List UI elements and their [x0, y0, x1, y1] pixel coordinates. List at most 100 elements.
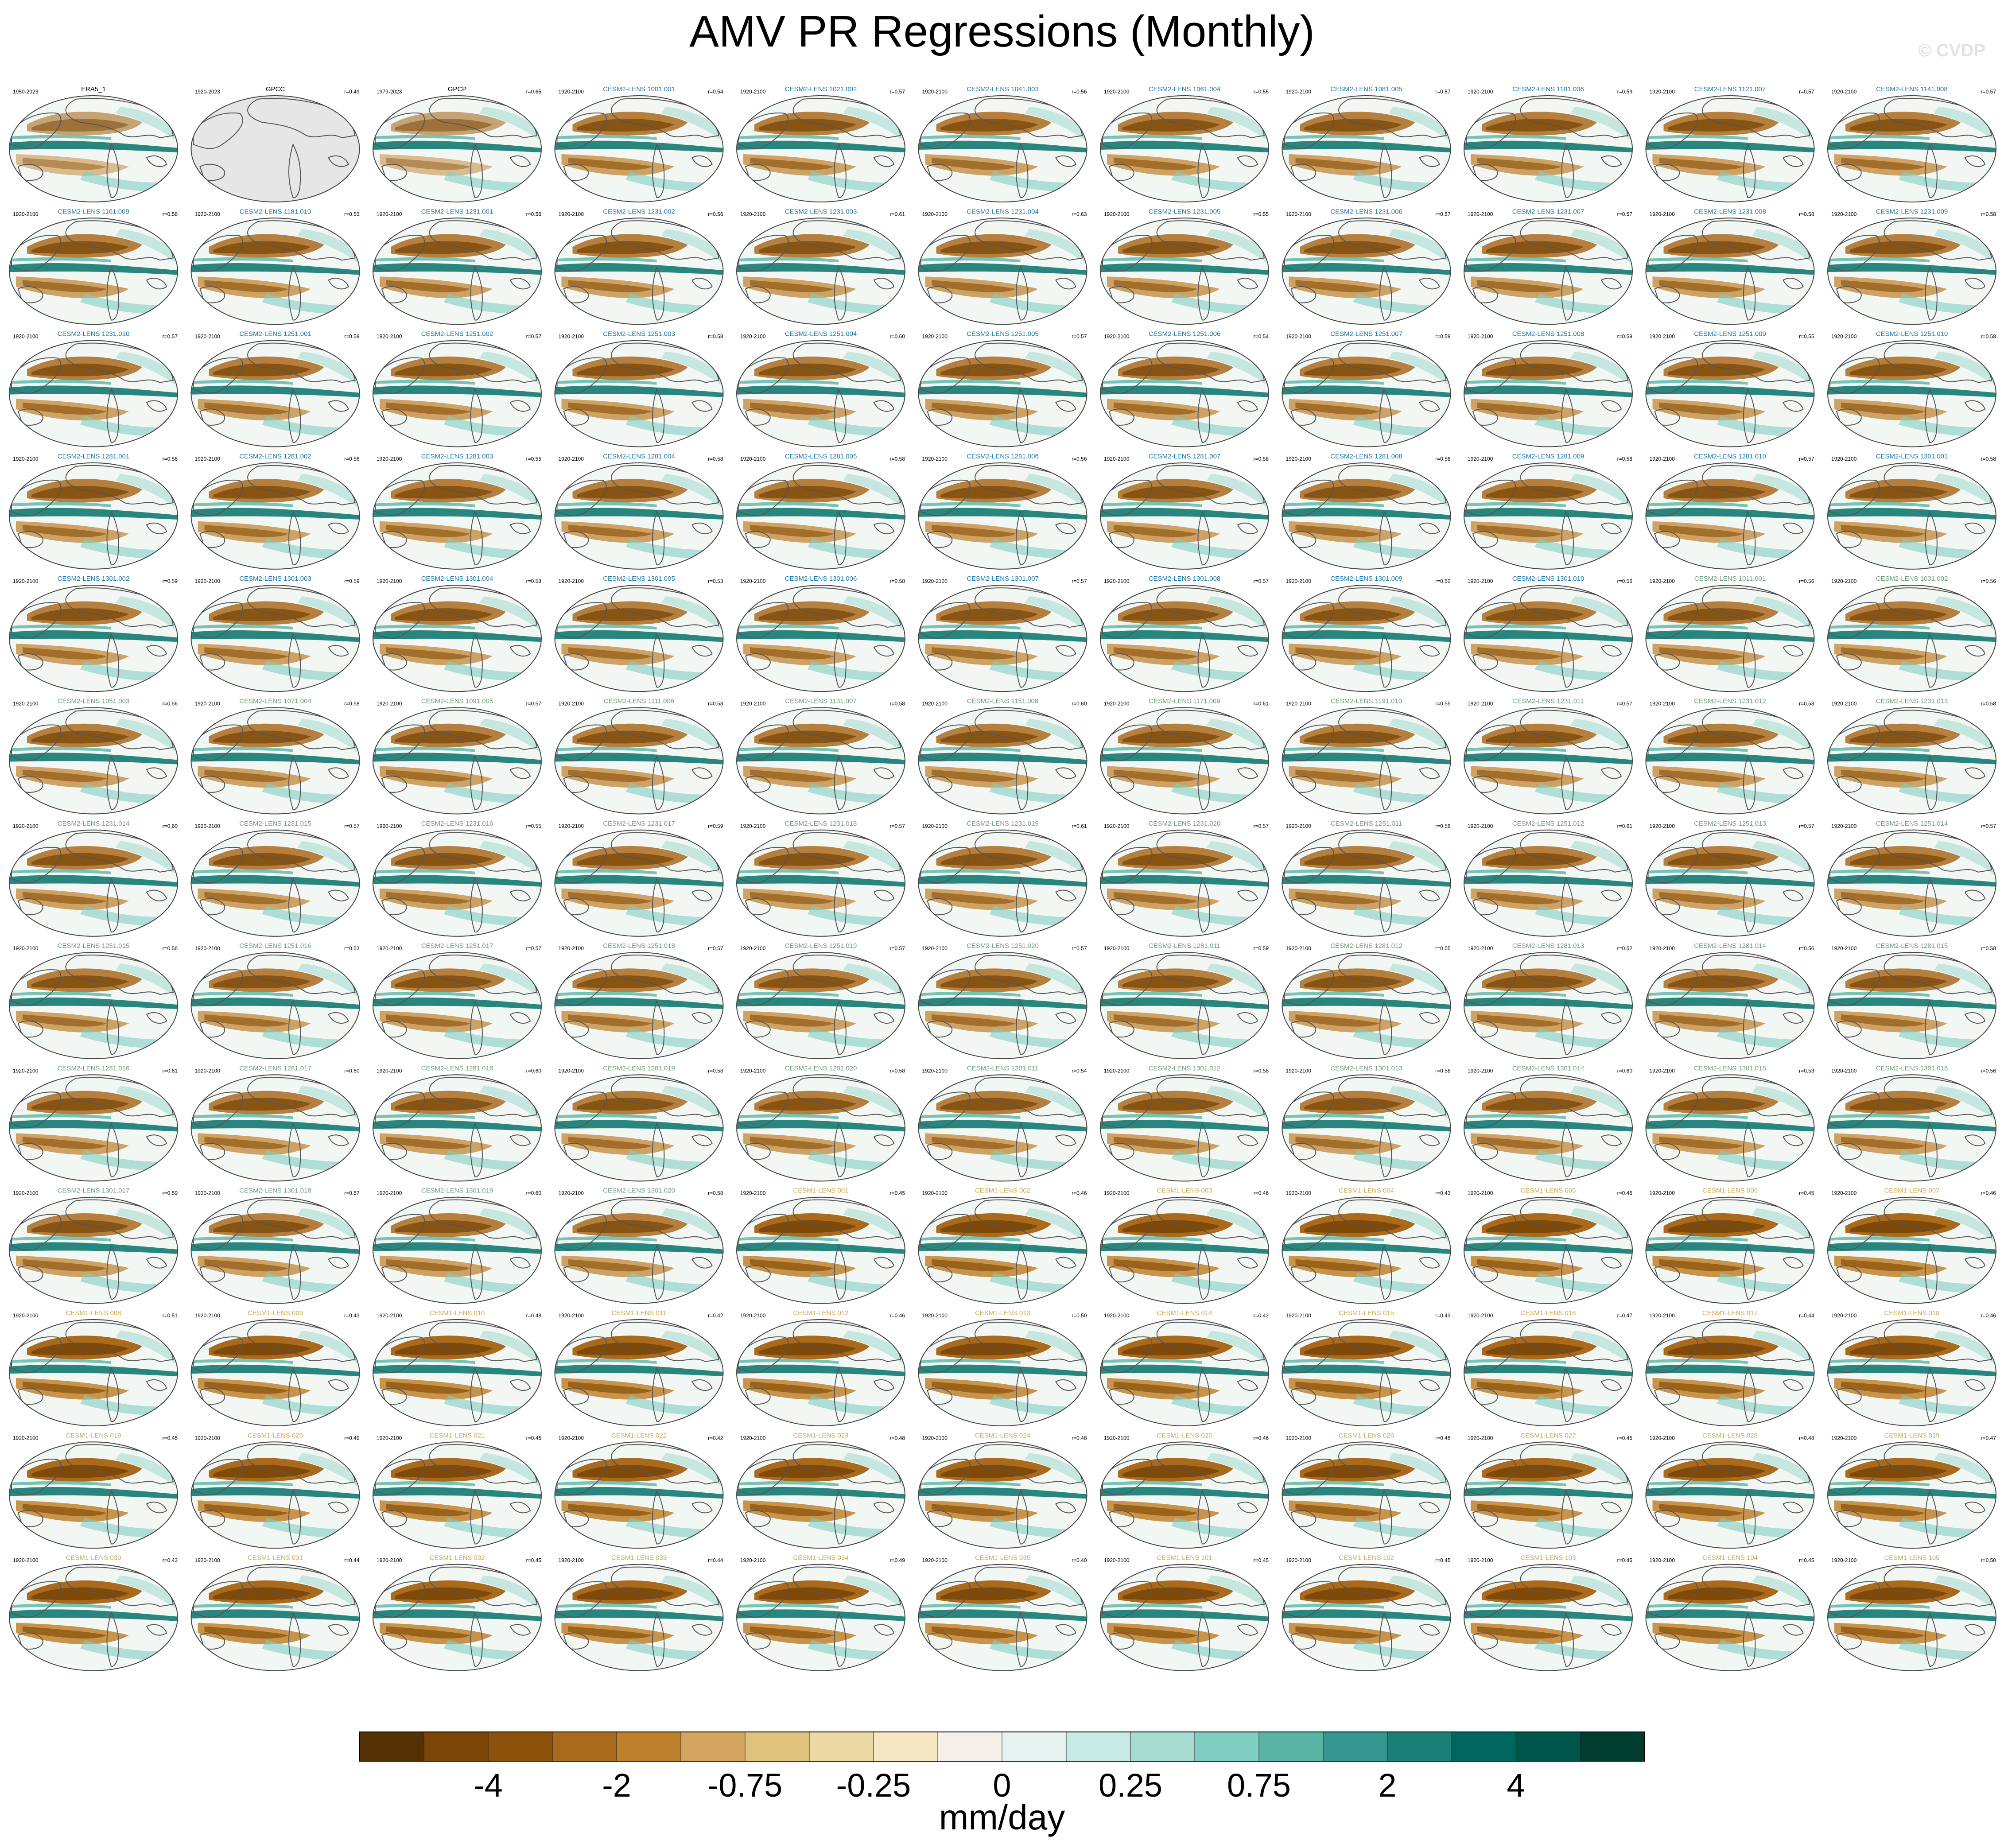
regression-negative-core-south	[1659, 402, 1744, 415]
regression-positive-band-south	[989, 1150, 1083, 1171]
map-panel: 1920-2100 CESM1-LENS 027 r=0.45	[1464, 1432, 1633, 1549]
map-frame	[190, 1441, 360, 1549]
regression-positive-band-north	[737, 747, 839, 752]
regression-positive-band-south	[80, 415, 173, 436]
panel-title: CESM2-LENS 1281.001	[58, 453, 130, 460]
map-frame	[1100, 1074, 1269, 1182]
map-frame	[1464, 952, 1633, 1060]
regression-positive-band-north	[1464, 1481, 1566, 1487]
map-panel: 1920-2100 CESM2-LENS 1301.003 r=0.59	[190, 575, 360, 692]
panel-correlation: r=0.53	[708, 578, 723, 584]
regression-negative-core-south	[1659, 1382, 1744, 1394]
panel-period: 1920-2100	[1650, 211, 1675, 217]
regression-positive-band-north	[1464, 1359, 1566, 1364]
regression-positive-band	[1100, 140, 1269, 152]
map-panel: 1920-2100 CESM2-LENS 1301.010 r=0.56	[1464, 575, 1633, 692]
regression-negative-core-south	[1477, 892, 1561, 905]
panel-period: 1920-2100	[1650, 701, 1675, 707]
panel-title: CESM1-LENS 016	[1520, 1309, 1576, 1317]
panel-correlation: r=0.40	[1072, 1557, 1087, 1564]
map-frame	[918, 829, 1087, 937]
regression-negative-core	[1122, 1465, 1220, 1478]
regression-positive-north	[116, 351, 175, 385]
panel-title: CESM2-LENS 1301.015	[1694, 1064, 1766, 1072]
map-panel: 1920-2100 CESM2-LENS 1021.002 r=0.57	[736, 85, 905, 202]
regression-positive-band-north	[373, 991, 475, 997]
panel-period: 1920-2100	[195, 823, 221, 829]
regression-positive-band-north	[191, 1603, 293, 1609]
panel-title: CESM1-LENS 014	[1157, 1309, 1212, 1317]
panel-title: CESM2-LENS 1301.007	[967, 575, 1039, 582]
regression-positive-band	[1464, 1120, 1632, 1132]
regression-negative-core-south	[750, 892, 834, 905]
panel-title: CESM2-LENS 1301.014	[1512, 1064, 1585, 1072]
regression-positive-band	[1646, 1487, 1814, 1499]
map-frame	[1645, 1441, 1815, 1549]
regression-positive-band	[918, 997, 1087, 1009]
regression-positive-band	[918, 263, 1087, 275]
regression-positive-north	[1570, 1575, 1630, 1609]
panel-correlation: r=0.45	[1254, 1557, 1269, 1564]
panel-title: CESM2-LENS 1251.014	[1876, 820, 1948, 827]
regression-positive-band	[191, 875, 360, 887]
panel-title: CESM2-LENS 1051.003	[58, 698, 130, 705]
panel-title: CESM2-LENS 1131.007	[785, 698, 856, 705]
map-frame	[1282, 95, 1451, 202]
regression-positive-band	[373, 1487, 541, 1499]
panel-correlation: r=0.57	[1799, 823, 1814, 829]
panel-period: 1920-2100	[740, 334, 766, 340]
regression-negative-core	[1850, 730, 1947, 744]
panel-period: 1920-2100	[377, 334, 402, 340]
regression-negative-core-south	[1477, 1504, 1561, 1516]
map-frame	[918, 340, 1087, 447]
panel-title: CESM1-LENS 009	[248, 1309, 303, 1317]
regression-positive-band-north	[1464, 624, 1566, 630]
map-frame	[1282, 707, 1451, 815]
regression-negative-core-south	[386, 280, 470, 292]
regression-positive-band	[1100, 1487, 1269, 1499]
panel-title: CESM1-LENS 034	[793, 1554, 848, 1562]
panel-title: CESM2-LENS 1171.009	[1149, 698, 1220, 705]
regression-positive-band-north	[1828, 380, 1930, 385]
map-frame	[1645, 585, 1815, 692]
regression-negative-core-south	[1114, 524, 1198, 537]
regression-negative-core	[940, 1342, 1038, 1355]
regression-positive-north	[843, 1208, 903, 1242]
regression-positive-band	[1828, 1364, 1996, 1376]
regression-positive-band-north	[9, 257, 111, 263]
panel-correlation: r=0.57	[344, 1190, 360, 1196]
regression-positive-band-south	[625, 538, 719, 559]
map-panel: 1920-2100 CESM2-LENS 1301.006 r=0.58	[736, 575, 905, 692]
regression-negative-core	[1668, 485, 1766, 499]
panel-period: 1950-2023	[13, 89, 39, 95]
regression-negative-core-south	[1659, 647, 1744, 660]
regression-negative-core-south	[932, 1504, 1016, 1516]
map-frame	[554, 95, 724, 202]
map-panel: 1920-2100 CESM1-LENS 015 r=0.43	[1282, 1309, 1451, 1426]
map-frame	[1282, 1074, 1451, 1182]
regression-negative-core-south	[1114, 1626, 1198, 1639]
map-panel: 1920-2100 CESM1-LENS 016 r=0.47	[1464, 1309, 1633, 1426]
map-panel: 1920-2100 CESM2-LENS 1051.003 r=0.56	[9, 698, 178, 815]
panel-period: 1920-2100	[559, 701, 584, 707]
map-frame	[736, 340, 905, 447]
regression-negative-core-south	[1659, 1259, 1744, 1272]
regression-positive-band	[1828, 753, 1996, 765]
map-panel: 1920-2100 CESM2-LENS 1251.019 r=0.57	[736, 942, 905, 1060]
regression-positive-band-north	[1464, 502, 1566, 507]
panel-correlation: r=0.46	[1254, 1190, 1269, 1196]
panel-title: CESM1-LENS 011	[612, 1309, 667, 1317]
panel-period: 1920-2100	[922, 1190, 948, 1196]
regression-negative-core	[940, 118, 1038, 132]
regression-positive-north	[843, 474, 903, 507]
panel-title: CESM2-LENS 1231.018	[785, 820, 857, 827]
map-frame	[1464, 1319, 1633, 1426]
regression-positive-band	[1646, 630, 1814, 642]
regression-positive-band-south	[80, 1272, 173, 1293]
map-panel: 1920-2100 CESM2-LENS 1231.008 r=0.58	[1645, 208, 1815, 325]
regression-negative-core	[1304, 485, 1402, 499]
regression-positive-band-south	[989, 905, 1083, 926]
panel-correlation: r=0.47	[1981, 1435, 1996, 1441]
regression-positive-band	[918, 508, 1087, 520]
map-panel: 1920-2100 CESM2-LENS 1231.013 r=0.58	[1827, 698, 1996, 815]
